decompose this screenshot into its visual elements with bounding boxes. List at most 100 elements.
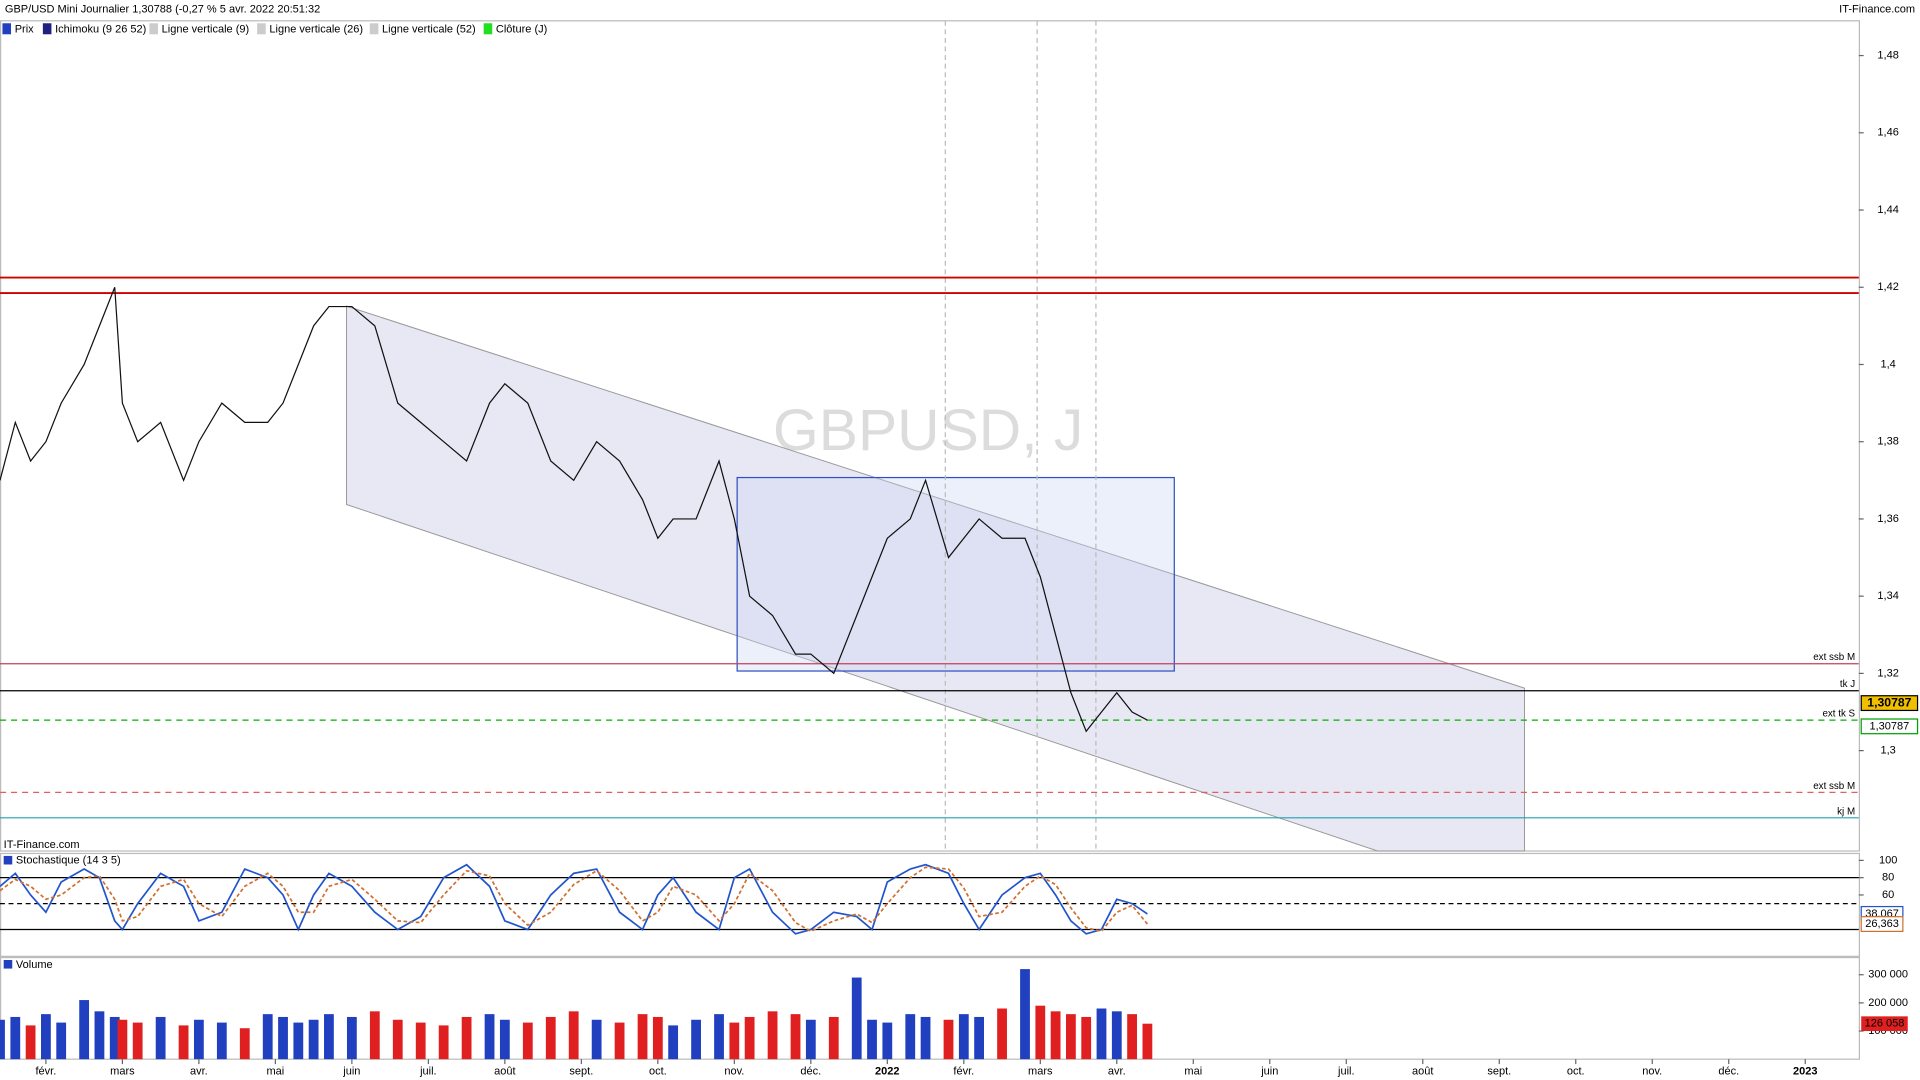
y-tick-label: 1,32 (1877, 667, 1898, 679)
volume-bar (568, 1011, 579, 1060)
value-tag (1860, 916, 1904, 932)
volume-bar (308, 1019, 319, 1060)
volume-bar (499, 1019, 510, 1060)
channel (346, 305, 1525, 852)
range-box (736, 476, 1175, 672)
x-tick-label: sept. (569, 1065, 593, 1077)
volume-bar (522, 1022, 533, 1060)
volume-bar (637, 1014, 648, 1060)
x-tick-label: déc. (1718, 1065, 1739, 1077)
x-tick-label: déc. (800, 1065, 821, 1077)
y-tick-label: 1,34 (1877, 590, 1898, 602)
volume-bar (958, 1014, 969, 1060)
stochastic-line (0, 866, 1149, 933)
legend: Prix Ichimoku (9 26 52) Ligne verticale … (2, 23, 547, 35)
y-tick-label: 1,42 (1877, 281, 1898, 293)
panel-title: Stochastique (14 3 5) (16, 855, 121, 867)
volume-bar (1142, 1023, 1153, 1060)
legend-swatch (369, 23, 379, 35)
level-label: ext tk S (1822, 709, 1855, 720)
y-tick-label: 1,44 (1877, 204, 1898, 216)
volume-bar (974, 1016, 985, 1060)
value-tag-label: 126 058 (1865, 1018, 1905, 1030)
price-tag-label: 1,30787 (1869, 720, 1909, 732)
chart-title: GBP/USD Mini Journalier 1,30788 (-0,27 %… (5, 4, 320, 16)
x-tick-label: août (1412, 1065, 1433, 1077)
volume-bar (293, 1022, 304, 1060)
x-tick-label: nov. (724, 1065, 744, 1077)
brand: IT-Finance.com (1839, 4, 1915, 16)
legend-item: Ligne verticale (9) (162, 23, 250, 35)
volume-bar (0, 1019, 5, 1060)
volume-bar (744, 1016, 755, 1060)
x-tick-label: avr. (190, 1065, 208, 1077)
volume-bar (262, 1014, 273, 1060)
volume-bar (691, 1019, 701, 1060)
y-tick-label: 60 (1882, 889, 1894, 901)
volume-bar (346, 1016, 357, 1060)
volume-bar (10, 1016, 21, 1060)
stochastic-line (0, 863, 1148, 935)
x-tick-label: mars (1028, 1065, 1053, 1077)
level-label: ext ssb M (1813, 781, 1855, 792)
legend-swatch (3, 960, 13, 969)
volume-bar (239, 1028, 250, 1060)
volume-bar (545, 1016, 556, 1060)
volume-bar (415, 1022, 426, 1060)
legend-item: Clôture (J) (496, 23, 547, 35)
x-tick-label: août (494, 1065, 515, 1077)
volume-bar (56, 1022, 67, 1060)
x-tick-label: juin (1260, 1065, 1278, 1077)
x-tick-label: mars (110, 1065, 135, 1077)
volume-bar (1096, 1008, 1107, 1060)
volume-bar (1035, 1005, 1046, 1060)
volume-bar (369, 1011, 380, 1060)
volume-bar (132, 1022, 143, 1060)
volume-bar (668, 1025, 679, 1060)
volume-bar (805, 1019, 816, 1060)
x-tick-label: sept. (1487, 1065, 1511, 1077)
y-tick-label: 200 000 (1868, 997, 1908, 1009)
volume-bar (178, 1025, 189, 1060)
legend-item: Ligne verticale (26) (269, 23, 363, 35)
volume-bar (278, 1016, 288, 1060)
x-tick-label: févr. (35, 1065, 56, 1077)
x-tick-label: mai (1184, 1065, 1202, 1077)
volume-bar (614, 1022, 625, 1060)
volume-bar (25, 1025, 36, 1060)
x-tick-label: févr. (953, 1065, 974, 1077)
x-tick-label: nov. (1642, 1065, 1662, 1077)
legend-swatch (149, 23, 158, 35)
legend-swatch (2, 23, 12, 35)
y-tick-label: 1,48 (1877, 49, 1898, 61)
legend-swatch (42, 23, 52, 35)
level-label: kj M (1837, 806, 1855, 817)
volume-bar (484, 1014, 495, 1060)
y-tick-label: 300 000 (1868, 969, 1908, 981)
legend-item: Prix (15, 23, 34, 35)
x-tick-label: juil. (419, 1065, 437, 1077)
volume-bar (591, 1019, 602, 1060)
volume-bar (216, 1022, 227, 1060)
volume-bar (997, 1008, 1007, 1060)
y-tick-label: 1,38 (1877, 436, 1898, 448)
price-panel (0, 20, 1860, 852)
price-tag (1860, 695, 1919, 712)
volume-bar (1111, 1011, 1122, 1060)
panel-title: Volume (16, 959, 53, 971)
panel-brand: IT-Finance.com (4, 839, 80, 851)
volume-bar (438, 1025, 449, 1060)
legend-item: Ligne verticale (52) (382, 23, 476, 35)
volume-panel (0, 956, 1860, 1060)
volume-bar (790, 1014, 801, 1060)
volume-bar (155, 1016, 166, 1060)
volume-bar (79, 1000, 90, 1060)
value-tag (1861, 1016, 1908, 1032)
volume-bar (40, 1014, 51, 1060)
volume-bar (882, 1022, 893, 1060)
volume-bar (767, 1011, 778, 1060)
y-tick-label: 1,46 (1877, 127, 1898, 139)
legend-swatch (257, 23, 266, 35)
volume-bar (117, 1019, 128, 1060)
